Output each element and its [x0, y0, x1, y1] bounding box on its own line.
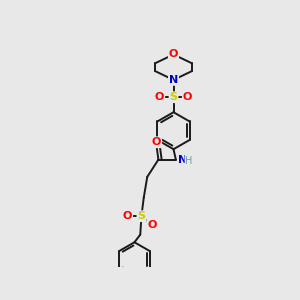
- Text: O: O: [155, 92, 164, 102]
- Text: O: O: [147, 220, 157, 230]
- Text: H: H: [185, 155, 193, 166]
- Text: S: S: [169, 92, 178, 102]
- Text: O: O: [183, 92, 192, 102]
- Text: N: N: [178, 154, 188, 165]
- Text: O: O: [169, 50, 178, 59]
- Text: S: S: [137, 211, 146, 221]
- Text: N: N: [169, 75, 178, 85]
- Text: O: O: [123, 211, 132, 221]
- Text: O: O: [152, 137, 161, 147]
